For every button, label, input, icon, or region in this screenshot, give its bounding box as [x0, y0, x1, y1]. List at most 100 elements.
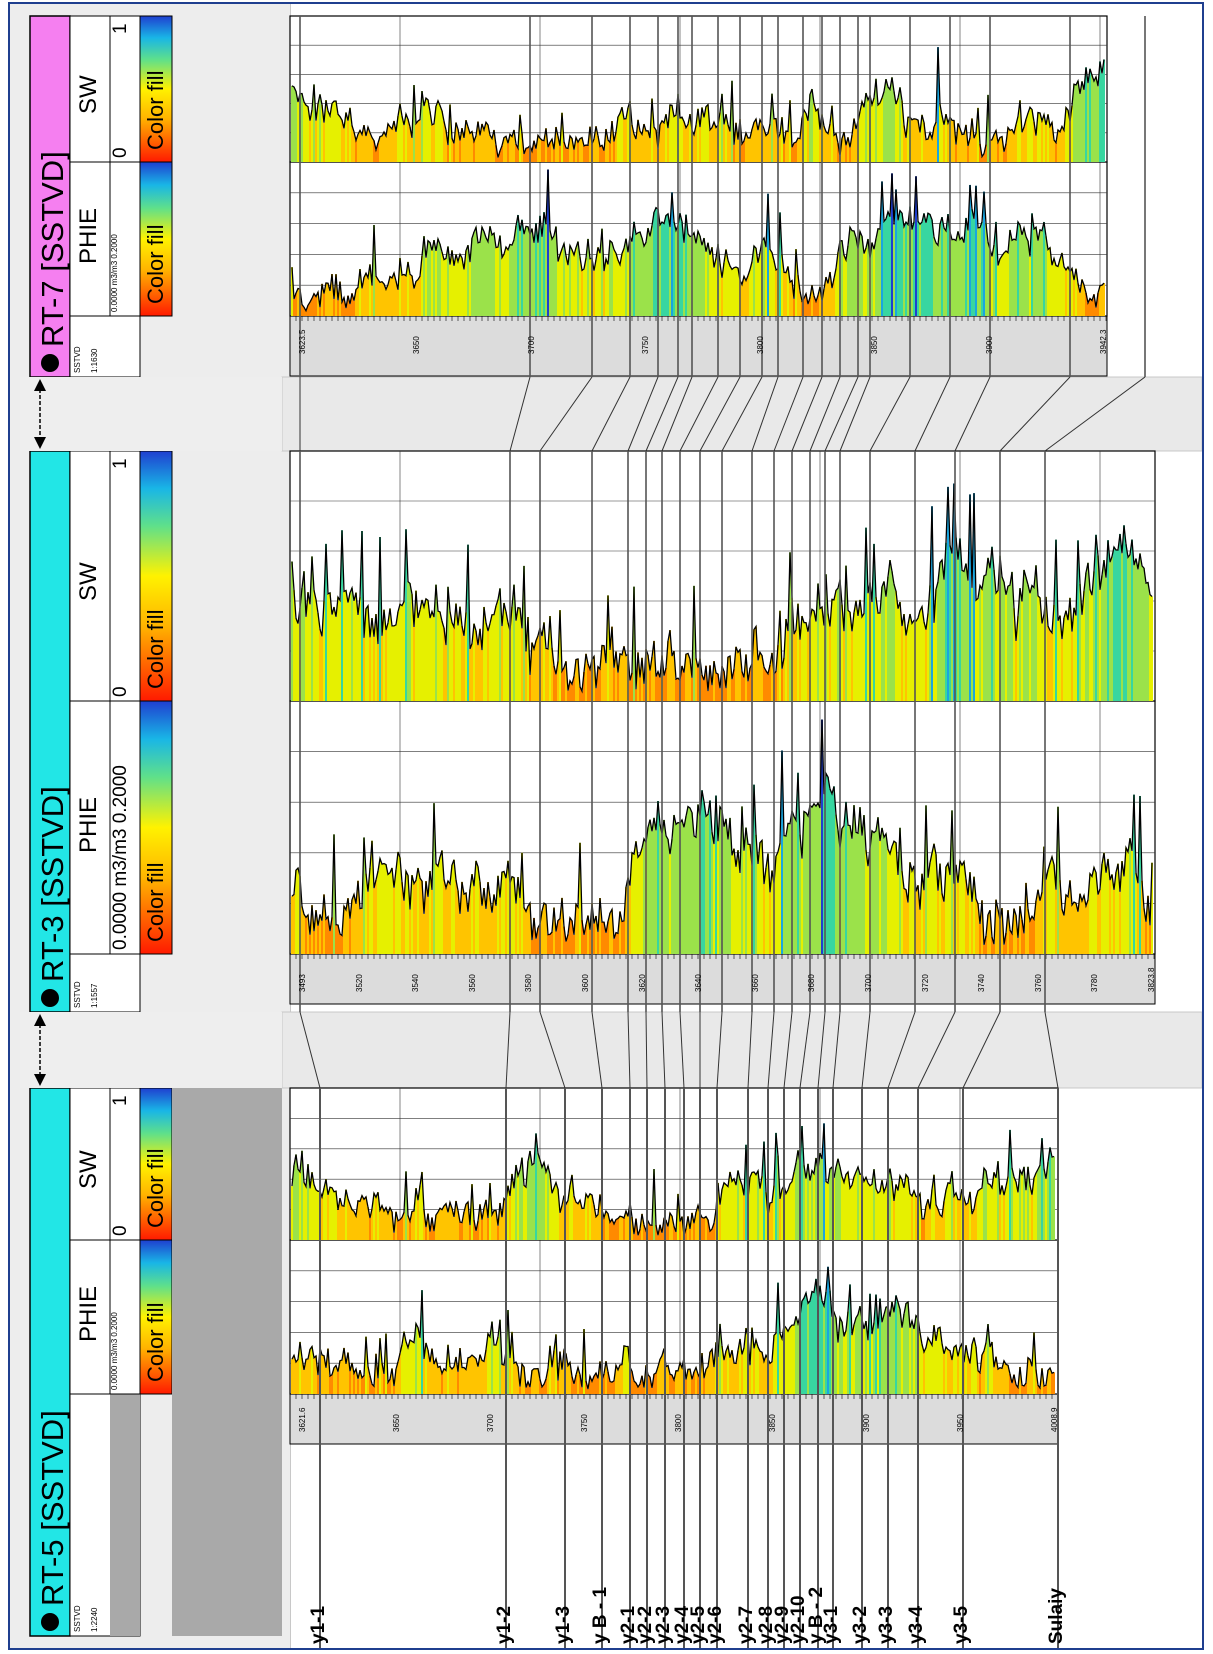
- depth-tick-label: 3823.8: [1147, 967, 1156, 992]
- depth-tick-label: 3560: [467, 974, 477, 992]
- depth-tick-label: 3900: [984, 336, 994, 354]
- depth-header-label: SSTVD: [73, 346, 82, 373]
- depth-tick-label: 3680: [807, 974, 817, 992]
- depth-scale-label: 1:2240: [90, 1607, 99, 1632]
- well-connector-0: [20, 1012, 282, 1088]
- depth-tick-label: 3700: [864, 974, 873, 992]
- phie-color-fill-swatch: [139, 161, 173, 317]
- depth-tick-label: 3620: [637, 974, 647, 992]
- well-header-2[interactable]: [29, 15, 71, 378]
- sw-min-label: 0: [110, 147, 131, 158]
- well-title-2: RT-7 [SSTVD]: [35, 151, 70, 347]
- arrow-down-icon: [34, 437, 46, 449]
- well-header-1[interactable]: [29, 450, 71, 1013]
- depth-tick-label: 3621.6: [298, 1407, 307, 1432]
- depth-tick-label: 3950: [956, 1414, 965, 1432]
- depth-tick-label: 3942.3: [1099, 329, 1108, 354]
- depth-tick-label: 3850: [870, 336, 880, 354]
- depth-tick-label: 3900: [862, 1414, 871, 1432]
- depth-header-label: SSTVD: [73, 1605, 82, 1632]
- depth-tick-label: 3493: [298, 974, 307, 992]
- depth-tick-label: 3660: [750, 974, 760, 992]
- phie-fill-label: Color fill: [143, 224, 168, 304]
- sw-label: SW: [75, 75, 102, 114]
- phie-label: PHIE: [75, 207, 102, 264]
- zone-label-0: y1-1: [308, 1605, 329, 1644]
- depth-tick-label: 3640: [694, 974, 704, 992]
- phie-curve: [291, 1266, 1055, 1390]
- zone-label-10: y2-7: [736, 1605, 757, 1644]
- phie-range-label: 0.0000 m3/m3 0.2000: [110, 1312, 119, 1390]
- phie-range-label: 0.0000 m3/m3 0.2000: [110, 765, 131, 950]
- sw-label: SW: [75, 1150, 102, 1189]
- phie-fill-label: Color fill: [143, 862, 168, 942]
- depth-tick-label: 3700: [486, 1414, 495, 1432]
- sw-curve: [291, 47, 1105, 159]
- depth-tick-label: 3760: [1033, 974, 1043, 992]
- depth-track: [289, 1393, 1059, 1445]
- sw-min-label: 0: [110, 1225, 131, 1236]
- depth-tick-label: 3650: [392, 1414, 401, 1432]
- depth-tick-label: 3540: [411, 974, 421, 992]
- zone-label-20: Sulaiy: [1046, 1588, 1067, 1644]
- sw-max-label: 1: [110, 1095, 131, 1106]
- sw-label: SW: [75, 562, 102, 601]
- well-title-1: RT-3 [SSTVD]: [35, 786, 70, 982]
- well-header-0[interactable]: [29, 1087, 71, 1637]
- depth-tick-label: 3800: [755, 336, 765, 354]
- depth-tick-label: 3780: [1090, 974, 1100, 992]
- sw-fill-label: Color fill: [143, 1148, 168, 1228]
- well-connector-1: [20, 377, 282, 451]
- arrow-up-icon: [34, 379, 46, 391]
- depth-tick-label: 3720: [920, 974, 930, 992]
- sw-color-fill-swatch: [139, 1087, 173, 1241]
- phie-fill-label: Color fill: [143, 1302, 168, 1382]
- depth-tick-label: 3750: [580, 1414, 589, 1432]
- phie-label: PHIE: [75, 1285, 102, 1342]
- depth-tick-label: 3740: [977, 974, 987, 992]
- zone-label-2: y1-3: [553, 1605, 574, 1644]
- sw-max-label: 1: [110, 458, 131, 469]
- sw-min-label: 0: [110, 686, 131, 697]
- depth-header-label: SSTVD: [73, 981, 82, 1008]
- arrow-up-icon: [34, 1014, 46, 1026]
- phie-color-fill-swatch: [139, 700, 173, 955]
- well-title-0: RT-5 [SSTVD]: [35, 1410, 70, 1606]
- depth-tick-label: 3750: [641, 336, 651, 354]
- depth-tick-label: 3520: [354, 974, 364, 992]
- well-dot-icon: [41, 1613, 59, 1631]
- phie-range-label: 0.0000 m3/m3 0.2000: [110, 234, 119, 312]
- well-dot-icon: [41, 989, 59, 1007]
- sw-curve: [291, 1123, 1055, 1236]
- zone-label-19: y3-5: [951, 1605, 972, 1644]
- depth-tick-label: 3650: [412, 336, 422, 354]
- depth-tick-label: 3700: [526, 336, 536, 354]
- depth-scale-label: 1:1557: [90, 983, 99, 1008]
- depth-scale-label: 1:1630: [90, 348, 99, 373]
- depth-tick-label: 3850: [768, 1414, 777, 1432]
- zone-label-17: y3-3: [876, 1605, 897, 1644]
- sw-fill-label: Color fill: [143, 70, 168, 150]
- correlation-panel: y1-1 y1-2 y1-3 y B - 1 y2-1 y2-2 y2-3 y2-4 y2-5 y…: [8, 2, 1204, 1650]
- zone-label-1: y1-2: [494, 1605, 515, 1644]
- arrow-down-icon: [34, 1074, 46, 1086]
- depth-tick-label: 4008.9: [1050, 1407, 1059, 1432]
- zone-label-9: y2-6: [705, 1605, 726, 1644]
- depth-tick-label: 3800: [674, 1414, 683, 1432]
- zone-label-16: y3-2: [850, 1605, 871, 1644]
- sw-color-fill-swatch: [139, 15, 173, 163]
- depth-tick-label: 3623.5: [298, 329, 307, 354]
- log-tracks: [20, 15, 1202, 1648]
- zone-label-15: y3-1: [821, 1605, 842, 1644]
- zone-label-3: y B - 1: [590, 1586, 611, 1644]
- sw-max-label: 1: [110, 23, 131, 34]
- zone-label-18: y3-4: [906, 1605, 927, 1644]
- depth-tick-label: 3580: [524, 974, 534, 992]
- depth-tick-label: 3600: [581, 974, 590, 992]
- sw-color-fill-swatch: [139, 450, 173, 702]
- phie-curve: [291, 169, 1105, 313]
- sw-fill-label: Color fill: [143, 609, 168, 689]
- well-dot-icon: [41, 354, 59, 372]
- depth-track: [289, 315, 1108, 377]
- phie-label: PHIE: [75, 796, 102, 853]
